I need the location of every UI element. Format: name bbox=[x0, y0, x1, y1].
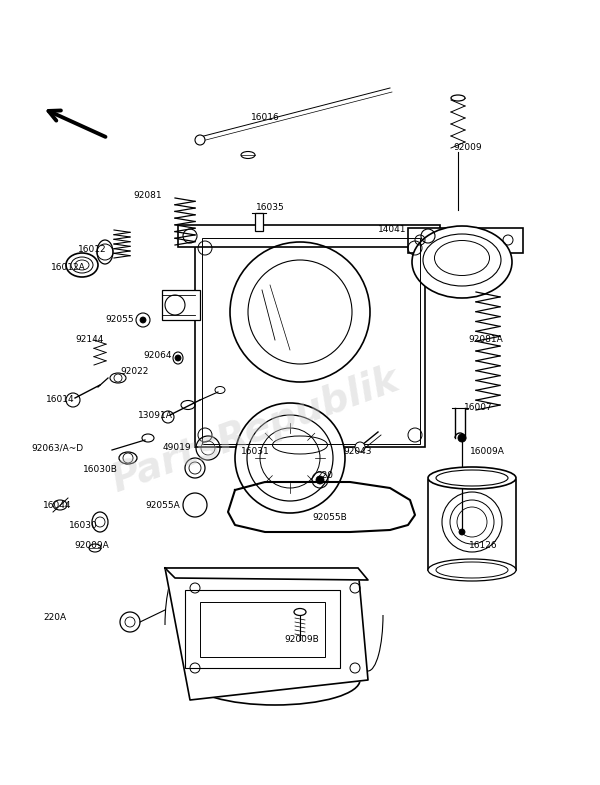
Text: 92022: 92022 bbox=[121, 367, 149, 377]
Bar bbox=[195, 232, 425, 447]
Bar bbox=[185, 590, 340, 668]
Text: 16009A: 16009A bbox=[470, 447, 505, 457]
Text: 16030: 16030 bbox=[68, 520, 97, 530]
Bar bbox=[428, 480, 516, 570]
Ellipse shape bbox=[451, 95, 465, 101]
Ellipse shape bbox=[97, 240, 113, 264]
Ellipse shape bbox=[423, 234, 501, 286]
Ellipse shape bbox=[428, 467, 516, 489]
Bar bbox=[200, 602, 325, 657]
Circle shape bbox=[175, 355, 181, 361]
Polygon shape bbox=[165, 568, 368, 700]
Circle shape bbox=[235, 403, 345, 513]
Text: 92064: 92064 bbox=[144, 350, 172, 360]
Bar bbox=[255, 213, 263, 231]
Ellipse shape bbox=[434, 240, 490, 276]
Circle shape bbox=[458, 434, 466, 442]
Bar bbox=[202, 238, 420, 444]
Text: 92055B: 92055B bbox=[313, 513, 347, 523]
Text: 92009A: 92009A bbox=[74, 541, 109, 550]
Text: 16012A: 16012A bbox=[50, 264, 85, 272]
Text: 14041: 14041 bbox=[378, 225, 406, 235]
Text: 16035: 16035 bbox=[256, 203, 284, 213]
Text: 92055A: 92055A bbox=[146, 501, 181, 509]
Ellipse shape bbox=[92, 512, 108, 532]
Circle shape bbox=[140, 317, 146, 323]
Text: 92081A: 92081A bbox=[469, 335, 503, 345]
Ellipse shape bbox=[53, 500, 67, 510]
Text: 92081: 92081 bbox=[134, 191, 163, 199]
Text: 16016: 16016 bbox=[251, 114, 280, 122]
Text: 92144: 92144 bbox=[76, 335, 104, 345]
Text: 220: 220 bbox=[317, 470, 334, 480]
Text: 13091A: 13091A bbox=[137, 411, 172, 419]
Text: 16030B: 16030B bbox=[83, 466, 118, 474]
Text: PartsRepublik: PartsRepublik bbox=[106, 360, 404, 500]
Ellipse shape bbox=[428, 559, 516, 581]
Text: 16014: 16014 bbox=[46, 396, 74, 404]
Text: 16007: 16007 bbox=[464, 403, 493, 412]
Ellipse shape bbox=[110, 373, 126, 383]
Ellipse shape bbox=[412, 226, 512, 298]
Circle shape bbox=[316, 476, 324, 484]
Ellipse shape bbox=[66, 253, 98, 277]
Text: 16044: 16044 bbox=[43, 501, 71, 509]
Text: 92009B: 92009B bbox=[284, 636, 319, 644]
Polygon shape bbox=[165, 568, 368, 580]
Text: 220A: 220A bbox=[43, 614, 67, 623]
Text: 16031: 16031 bbox=[241, 447, 269, 457]
Text: 49019: 49019 bbox=[163, 444, 191, 452]
Bar bbox=[162, 290, 200, 320]
Bar bbox=[408, 228, 523, 253]
Circle shape bbox=[195, 135, 205, 145]
Ellipse shape bbox=[119, 452, 137, 464]
Text: 92063/A~D: 92063/A~D bbox=[31, 444, 83, 452]
Text: 16126: 16126 bbox=[469, 541, 497, 550]
Text: 92009: 92009 bbox=[454, 144, 482, 152]
Text: 16012: 16012 bbox=[77, 244, 106, 254]
Ellipse shape bbox=[260, 430, 340, 460]
Text: 92043: 92043 bbox=[344, 447, 372, 457]
Circle shape bbox=[459, 529, 465, 535]
Text: 92055: 92055 bbox=[106, 316, 134, 324]
Circle shape bbox=[355, 442, 365, 452]
Ellipse shape bbox=[294, 608, 306, 615]
Bar bbox=[178, 225, 440, 247]
